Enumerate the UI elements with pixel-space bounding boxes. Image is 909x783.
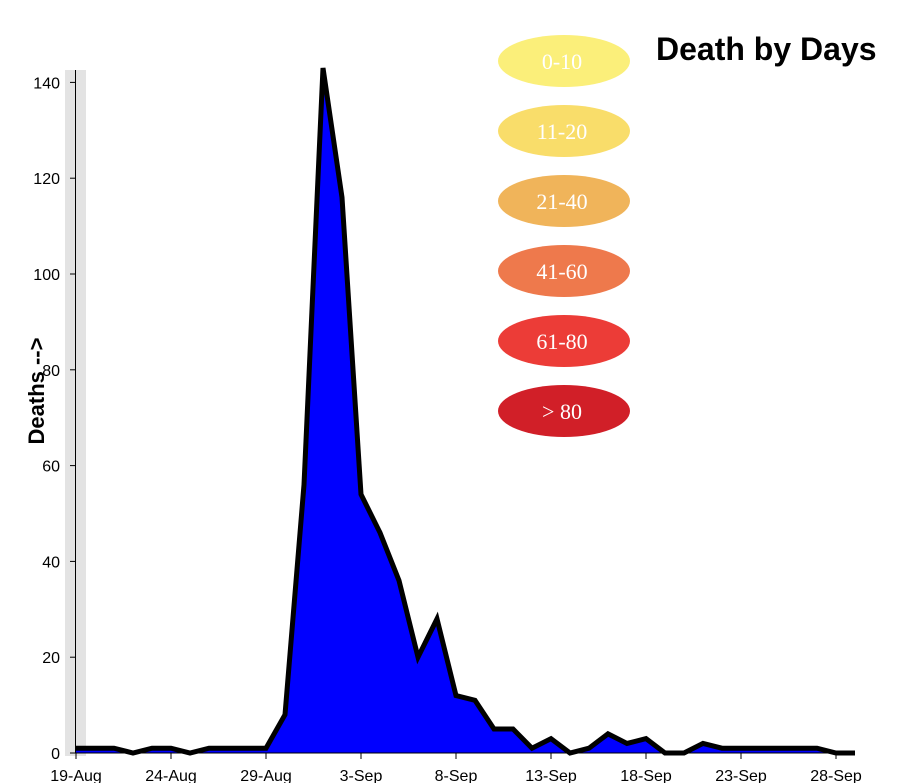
area-line	[76, 67, 855, 756]
y-tick-label: 40	[42, 554, 60, 571]
x-tick-label: 13-Sep	[525, 768, 577, 783]
x-tick-label: 18-Sep	[620, 768, 672, 783]
y-tick-label: 0	[51, 746, 60, 763]
area-fill	[76, 68, 855, 753]
area-layer	[75, 67, 856, 756]
y-tick-label: 120	[33, 171, 60, 188]
x-tick-label: 19-Aug	[50, 768, 102, 783]
x-tick-label: 23-Sep	[715, 768, 767, 783]
y-tick-label: 60	[42, 459, 60, 476]
x-tick-label: 3-Sep	[340, 768, 383, 783]
axes: 0 20 40 60 80 100 120 140 19-Aug 24-Aug 29-Aug 3-Se…	[33, 70, 862, 783]
legend-label: 41-60	[536, 259, 587, 284]
y-tick-label: 140	[33, 75, 60, 92]
x-tick-label: 29-Aug	[240, 768, 292, 783]
y-tick-label: 80	[42, 363, 60, 380]
legend-swatch	[498, 105, 630, 157]
chart-title: Death by Days	[656, 31, 877, 67]
legend-label: > 80	[542, 399, 582, 424]
x-tick-label: 28-Sep	[810, 768, 862, 783]
y-tick-label: 100	[33, 267, 60, 284]
legend-label: 61-80	[536, 329, 587, 354]
x-tick-label: 8-Sep	[435, 768, 478, 783]
legend-label: 21-40	[536, 189, 587, 214]
legend-label: 11-20	[537, 119, 588, 144]
legend-swatch	[498, 35, 630, 87]
x-tick-label: 24-Aug	[145, 768, 197, 783]
legend-label: 0-10	[542, 49, 582, 74]
legend: 0-10 11-20 21-40 41-60 61-80 > 80	[498, 35, 630, 437]
legend-swatch	[498, 175, 630, 227]
legend-swatch	[498, 315, 630, 367]
legend-swatch	[498, 245, 630, 297]
legend-swatch	[498, 385, 630, 437]
y-axis-label: Deaths -->	[24, 338, 49, 445]
y-tick-label: 20	[42, 650, 60, 667]
